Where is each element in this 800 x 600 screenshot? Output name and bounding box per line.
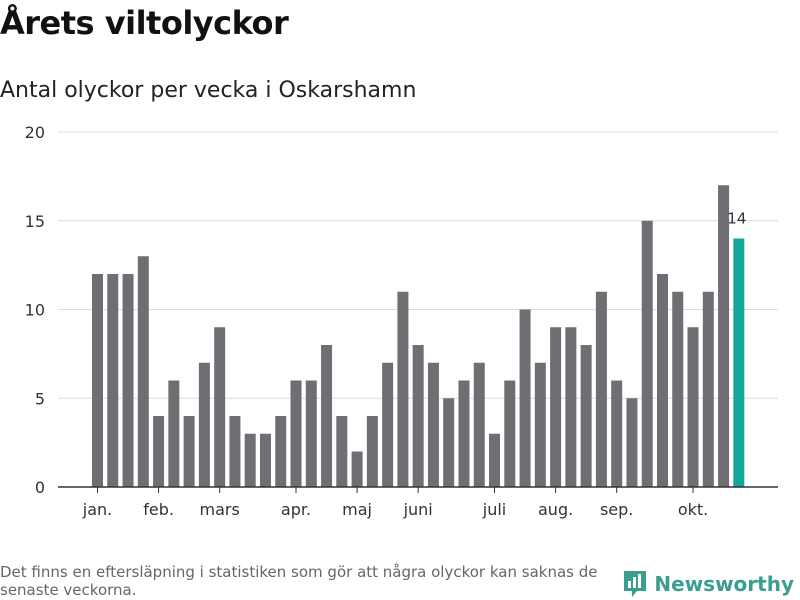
x-axis-ticks: jan. feb. mars apr. maj juni juli aug. sep. okt. <box>58 486 778 519</box>
brand-name: Newsworthy <box>654 572 794 596</box>
bar <box>351 451 363 487</box>
chart-title: Årets viltolyckor <box>0 4 289 42</box>
y-tick-label: 15 <box>25 212 45 231</box>
bar <box>168 380 180 487</box>
x-tick-label: sep. <box>600 500 633 519</box>
x-tick-label: juni <box>403 500 433 519</box>
y-tick-label: 0 <box>35 478 45 497</box>
bar <box>718 185 730 487</box>
bars <box>92 185 745 487</box>
footnote: Det finns en eftersläpning i statistiken… <box>0 563 598 599</box>
bar <box>611 380 623 487</box>
bar <box>336 416 348 487</box>
y-tick-label: 5 <box>35 389 45 408</box>
bar <box>702 291 714 487</box>
x-tick-label: apr. <box>281 500 311 519</box>
newsworthy-logo-icon <box>624 571 647 597</box>
bar <box>443 398 455 487</box>
bar <box>427 362 439 487</box>
x-tick-label: aug. <box>538 500 573 519</box>
bar <box>473 362 485 487</box>
bar <box>122 274 134 487</box>
bar <box>244 433 256 487</box>
bar <box>198 362 210 487</box>
x-tick-label: feb. <box>143 500 174 519</box>
bar <box>305 380 317 487</box>
bar <box>137 256 149 487</box>
bar <box>626 398 638 487</box>
brand-logo: Newsworthy <box>622 568 794 600</box>
bar <box>412 345 424 487</box>
bar <box>397 291 409 487</box>
bar <box>183 416 195 487</box>
x-tick-label: jan. <box>82 500 112 519</box>
bar <box>565 327 577 487</box>
bar <box>489 433 501 487</box>
bar <box>550 327 562 487</box>
bar <box>519 309 531 487</box>
bar <box>504 380 516 487</box>
bar <box>321 345 333 487</box>
bar <box>92 274 103 487</box>
y-axis-tick-labels: 0 5 10 15 20 <box>25 123 45 497</box>
bar <box>275 416 287 487</box>
bar <box>458 380 470 487</box>
data-labels: 14 <box>727 210 746 228</box>
data-label-last-week: 14 <box>727 210 746 228</box>
chart-subtitle: Antal olyckor per vecka i Oskarshamn <box>0 78 417 103</box>
bar <box>672 291 684 487</box>
bar <box>687 327 699 487</box>
bar-highlight <box>733 238 745 487</box>
x-tick-label: maj <box>342 500 372 519</box>
bar <box>534 362 546 487</box>
bar <box>656 274 668 487</box>
bar <box>107 274 119 487</box>
bar <box>366 416 378 487</box>
x-tick-label: okt. <box>678 500 708 519</box>
bar <box>382 362 394 487</box>
y-tick-label: 20 <box>25 123 45 142</box>
x-tick-label: mars <box>200 500 240 519</box>
bar <box>290 380 302 487</box>
bar <box>595 291 607 487</box>
x-tick-label: juli <box>482 500 506 519</box>
bar <box>259 433 271 487</box>
bar <box>580 345 592 487</box>
bar <box>214 327 226 487</box>
bar-chart: 0 5 10 15 20 jan. feb. mars apr. maj juni juli aug.… <box>25 123 778 519</box>
y-tick-label: 10 <box>25 301 45 320</box>
bar <box>641 220 653 487</box>
bar <box>229 416 241 487</box>
bar <box>153 416 165 487</box>
